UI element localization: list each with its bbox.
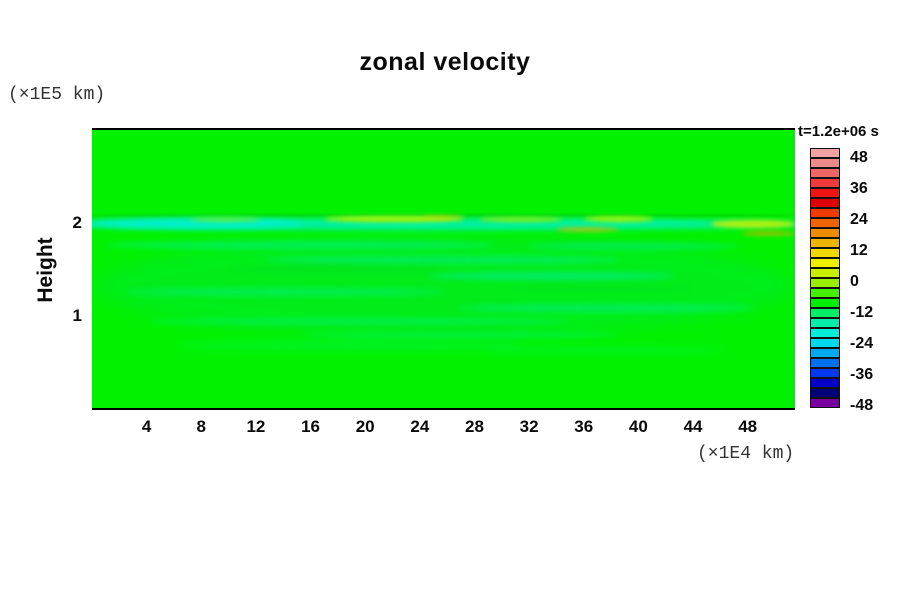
velocity-feature — [422, 215, 465, 220]
heatmap-plot-area — [92, 128, 795, 410]
colorbar-tick-label: -36 — [850, 366, 874, 383]
colorbar-segment — [810, 248, 840, 258]
x-tick-label: 20 — [355, 417, 375, 436]
velocity-feature — [148, 317, 571, 326]
velocity-feature — [555, 226, 620, 232]
colorbar-segment — [810, 388, 840, 398]
colorbar-segment — [810, 348, 840, 358]
colorbar-segment — [810, 238, 840, 248]
colorbar-segment — [810, 268, 840, 278]
y-tick-label-1: 1 — [72, 306, 82, 325]
x-tick-label: 36 — [574, 417, 594, 436]
colorbar-tick-labels: 48 36 24 12 0 -12 -24 -36 -48 — [850, 148, 895, 414]
colorbar-segment — [810, 298, 840, 308]
velocity-feature — [92, 217, 303, 229]
colorbar-tick-label: 24 — [850, 211, 868, 228]
x-tick-label: 44 — [683, 417, 703, 436]
velocity-feature — [584, 216, 655, 223]
colorbar-tick-label: 0 — [850, 273, 859, 290]
colorbar-segment — [810, 228, 840, 238]
velocity-feature — [106, 241, 493, 249]
x-tick-label: 40 — [628, 417, 648, 436]
colorbar-segment — [810, 258, 840, 268]
y-axis-unit-label: (×1E5 km) — [8, 85, 106, 105]
velocity-feature — [176, 341, 528, 350]
colorbar-segment — [810, 288, 840, 298]
velocity-feature — [742, 230, 795, 237]
x-tick-label: 4 — [141, 417, 152, 436]
x-tick-label: 16 — [301, 417, 321, 436]
x-tick-label: 24 — [410, 417, 430, 436]
colorbar-tick-label: -24 — [850, 335, 874, 352]
y-tick-label-2: 2 — [72, 213, 82, 232]
velocity-feature — [457, 303, 753, 313]
colorbar-segment — [810, 398, 840, 408]
velocity-feature — [232, 266, 444, 272]
velocity-feature — [478, 346, 725, 354]
colorbar-segment — [810, 278, 840, 288]
velocity-feature — [513, 285, 690, 292]
velocity-feature — [302, 331, 620, 339]
colorbar-tick-label: 12 — [850, 242, 868, 259]
colorbar-segment — [810, 168, 840, 178]
colorbar-segment — [810, 208, 840, 218]
velocity-feature — [478, 216, 563, 223]
velocity-feature — [267, 256, 620, 264]
colorbar — [810, 148, 840, 408]
colorbar-segment — [810, 328, 840, 338]
chart-title: zonal velocity — [359, 48, 531, 76]
velocity-feature — [527, 242, 739, 250]
velocity-feature — [429, 271, 676, 280]
x-axis-unit-label: (×1E4 km) — [697, 444, 795, 464]
colorbar-tick-label: 36 — [850, 180, 868, 197]
colorbar-tick-label: -48 — [850, 397, 874, 414]
colorbar-segment — [810, 148, 840, 158]
colorbar-segment — [810, 158, 840, 168]
x-tick-label: 32 — [519, 417, 539, 436]
colorbar-segment — [810, 358, 840, 368]
velocity-feature — [710, 220, 795, 228]
colorbar-segment — [810, 178, 840, 188]
colorbar-segment — [810, 218, 840, 228]
colorbar-segment — [810, 338, 840, 348]
colorbar-segment — [810, 198, 840, 208]
colorbar-segment — [810, 308, 840, 318]
x-tick-label: 12 — [246, 417, 266, 436]
velocity-feature — [190, 216, 261, 222]
colorbar-segment — [810, 378, 840, 388]
colorbar-segment — [810, 188, 840, 198]
colorbar-segment — [810, 318, 840, 328]
colorbar-tick-label: 48 — [850, 149, 868, 166]
x-tick-label: 8 — [196, 417, 206, 436]
velocity-field — [92, 130, 795, 408]
colorbar-segment — [810, 368, 840, 378]
colorbar-tick-label: -12 — [850, 304, 874, 321]
x-tick-label: 28 — [465, 417, 484, 436]
x-tick-label: 48 — [738, 417, 758, 436]
velocity-feature — [127, 288, 444, 296]
colorbar-time-label: t=1.2e+06 s — [798, 123, 879, 140]
velocity-feature — [323, 215, 465, 223]
